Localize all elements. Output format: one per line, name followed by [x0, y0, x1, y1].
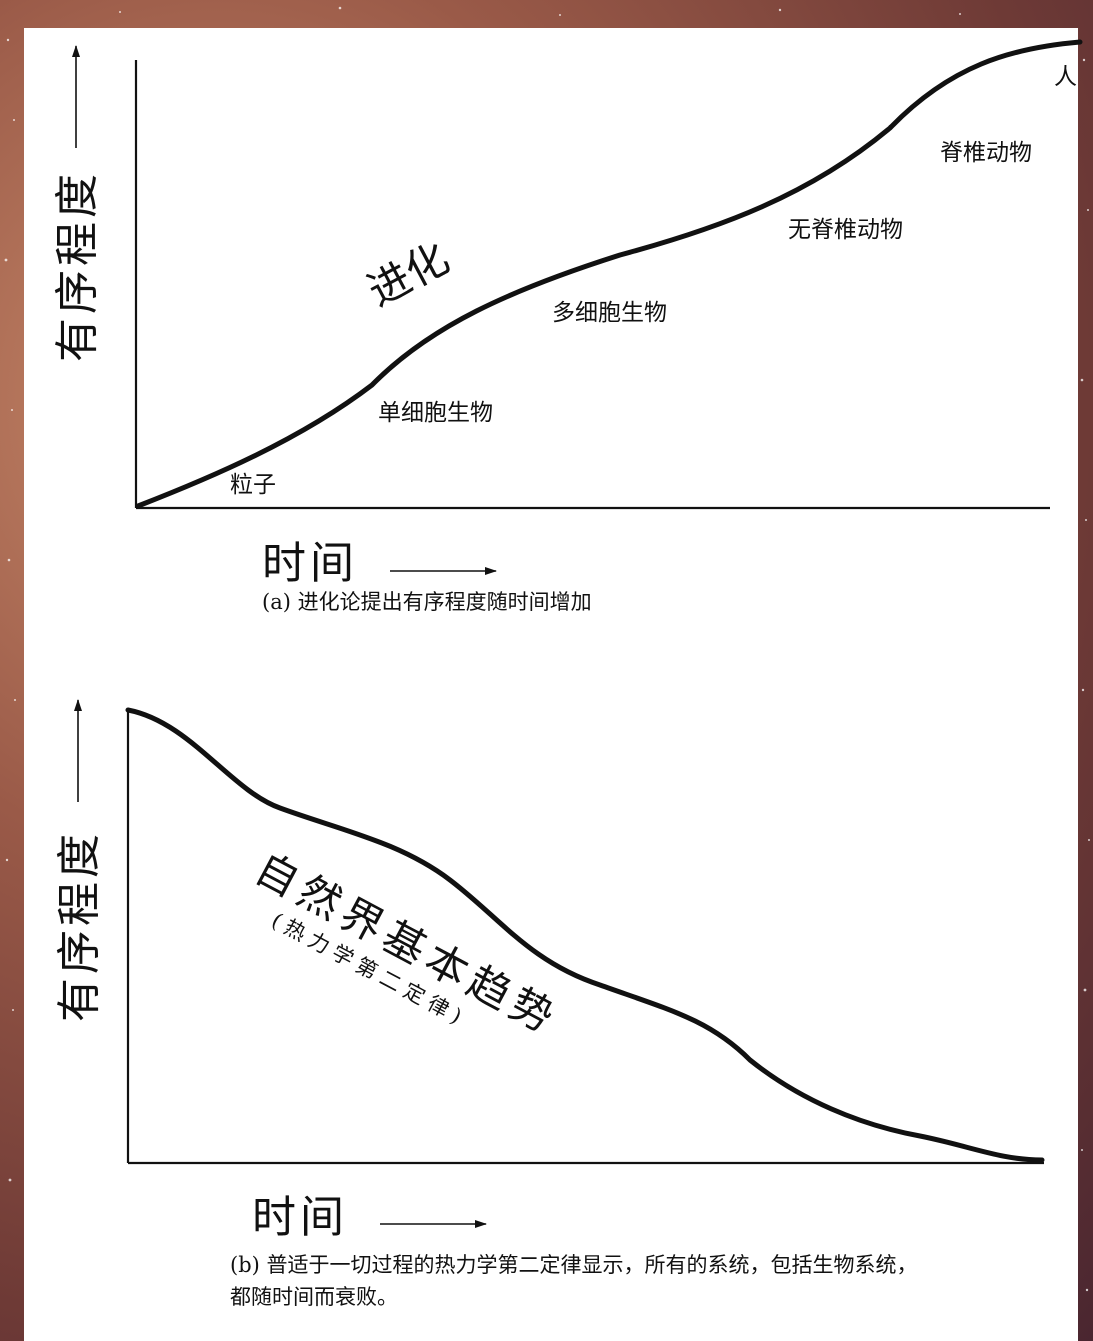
- panel-a-y-axis-label-group: 有序程度: [52, 45, 103, 362]
- panel-b-caption-line2: 都随时间而衰败。: [230, 1285, 398, 1309]
- panel-b-x-axis-label: 时间: [252, 1192, 348, 1243]
- panel-b-y-axis-label-group: 有序程度: [54, 699, 105, 1022]
- panel-b: 有序程度 自然界基本趋势 (热力学第二定律) 时间 (b) 普适于一切过程的热力…: [54, 699, 1045, 1309]
- panel-a-caption: (a) 进化论提出有序程度随时间增加: [262, 590, 592, 614]
- panel-b-y-axis-label: 有序程度: [54, 830, 105, 1022]
- panel-a: 有序程度 进化 粒子 单细胞生物 多细胞生物 无脊椎动物 脊椎动物 人 时间 (…: [52, 39, 1083, 614]
- stage-label-human: 人: [1054, 64, 1077, 90]
- stage-label-vertebrates: 脊椎动物: [940, 140, 1032, 166]
- panel-a-curve-label: 进化: [360, 233, 457, 316]
- stage-label-single-cell: 单细胞生物: [378, 400, 493, 426]
- panel-a-x-axis-label: 时间: [262, 538, 358, 589]
- panel-a-evolution-curve: [135, 39, 1083, 509]
- stage-label-particles: 粒子: [230, 472, 276, 498]
- white-figure-panel: [24, 28, 1078, 1341]
- panel-b-caption-line1: (b) 普适于一切过程的热力学第二定律显示，所有的系统，包括生物系统，: [230, 1253, 918, 1277]
- stage-label-multi-cell: 多细胞生物: [552, 300, 667, 326]
- panel-b-decay-curve: [125, 707, 1045, 1163]
- stage-label-invertebrates: 无脊椎动物: [788, 217, 903, 243]
- panel-a-y-axis-label: 有序程度: [52, 170, 103, 362]
